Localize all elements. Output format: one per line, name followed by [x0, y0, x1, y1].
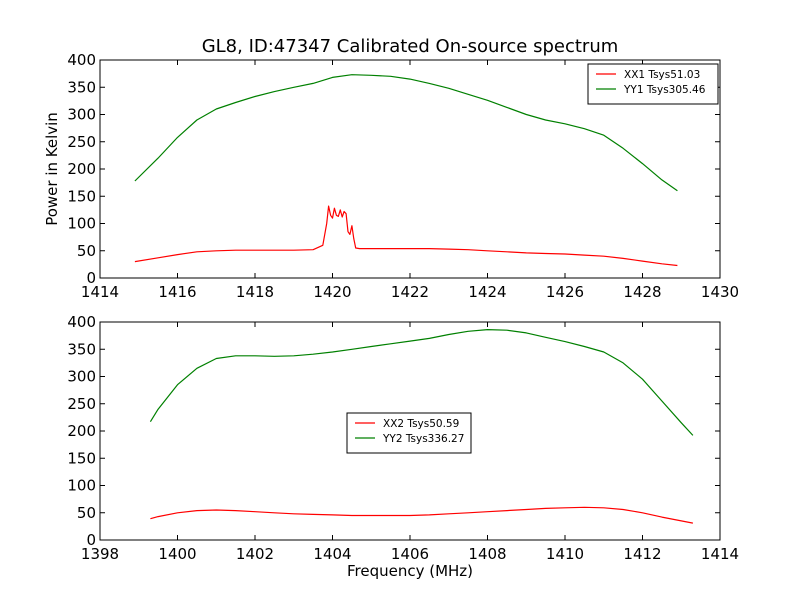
x-tick-label: 1414 [81, 283, 119, 301]
x-tick-label: 1404 [313, 545, 351, 563]
y-tick-label: 350 [67, 78, 96, 96]
legend: XX2 Tsys50.59 YY2 Tsys336.27 [346, 412, 472, 454]
series-line-2-1 [150, 506, 694, 524]
y-tick-label: 300 [67, 368, 96, 386]
series-line-1-1 [134, 205, 678, 267]
x-tick-label: 1418 [236, 283, 274, 301]
x-tick-label: 1402 [236, 545, 274, 563]
series-line-1-2 [134, 74, 678, 192]
legend-box [346, 412, 472, 454]
y-tick-label: 150 [67, 449, 96, 467]
x-tick-label: 1430 [701, 283, 739, 301]
x-tick-label: 1424 [468, 283, 506, 301]
y-tick-label: 100 [67, 477, 96, 495]
x-tick-label: 1406 [391, 545, 429, 563]
legend-label: YY1 Tsys305.46 [623, 84, 706, 96]
x-tick-label: 1410 [546, 545, 584, 563]
y-tick-label: 200 [67, 160, 96, 178]
y-tick-label: 350 [67, 340, 96, 358]
x-tick-label: 1412 [623, 545, 661, 563]
y-tick-label: 400 [67, 313, 96, 331]
x-tick-label: 1422 [391, 283, 429, 301]
y-tick-label: 0 [86, 531, 96, 549]
x-tick-label: 1420 [313, 283, 351, 301]
legend: XX1 Tsys51.03 YY1 Tsys305.46 [587, 63, 719, 105]
top-subplot: 1414 1416 1418 1420 1422 1424 1426 1428 1430 0 50 1… [67, 51, 739, 301]
y-tick-label: 100 [67, 215, 96, 233]
y-tick-label: 400 [67, 51, 96, 69]
x-tick-label: 1428 [623, 283, 661, 301]
legend-label: YY2 Tsys336.27 [382, 433, 464, 445]
x-tick-label: 1400 [158, 545, 196, 563]
y-tick-label: 150 [67, 187, 96, 205]
y-tick-label: 50 [77, 504, 96, 522]
y-tick-label: 250 [67, 133, 96, 151]
legend-label: XX2 Tsys50.59 [383, 418, 459, 430]
series-line-2-2 [149, 329, 694, 436]
x-tick-label: 1414 [701, 545, 739, 563]
chart-title: GL8, ID:47347 Calibrated On-source spect… [202, 36, 619, 57]
x-tick-label: 1426 [546, 283, 584, 301]
x-axis-label: Frequency (MHz) [347, 562, 473, 580]
y-axis-label: Power in Kelvin [43, 112, 61, 226]
y-tick-label: 250 [67, 395, 96, 413]
x-tick-label: 1408 [468, 545, 506, 563]
bottom-subplot: 1398 1400 1402 1404 1406 1408 1410 1412 1414 0 50 1… [67, 313, 739, 563]
y-tick-label: 50 [77, 242, 96, 260]
legend-label: XX1 Tsys51.03 [624, 69, 700, 81]
y-tick-label: 300 [67, 106, 96, 124]
x-tick-label: 1416 [158, 283, 196, 301]
y-tick-label: 200 [67, 422, 96, 440]
y-tick-label: 0 [86, 269, 96, 287]
x-tick-label: 1398 [81, 545, 119, 563]
legend-box [587, 63, 719, 105]
